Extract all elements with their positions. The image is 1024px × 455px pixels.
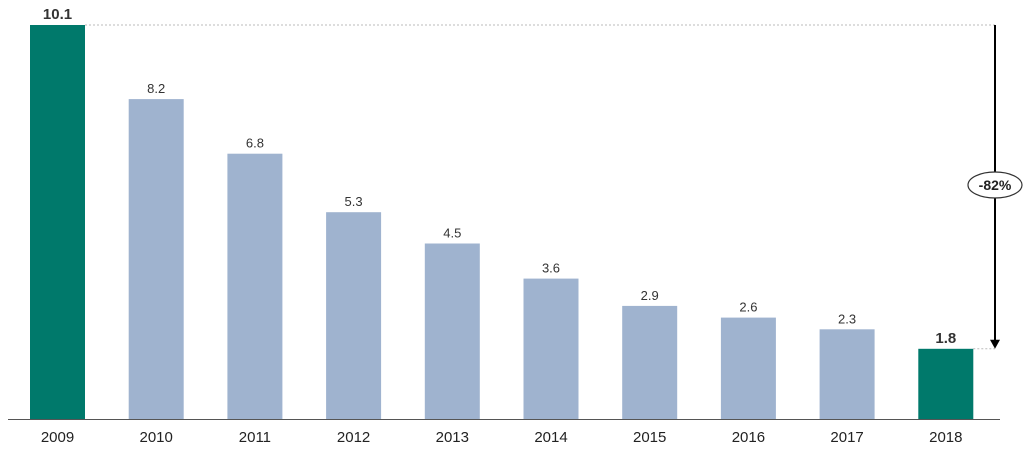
value-label-2010: 8.2 [147,81,165,96]
x-tick-2010: 2010 [140,429,173,446]
bar-2013 [424,243,480,419]
value-label-2013: 4.5 [443,226,461,241]
x-tick-2013: 2013 [436,429,469,446]
bar-2015 [622,305,678,419]
value-label-2011: 6.8 [246,136,264,151]
value-label-2014: 3.6 [542,261,560,276]
value-label-2017: 2.3 [838,311,856,326]
x-tick-2012: 2012 [337,429,370,446]
value-label-2012: 5.3 [345,194,363,209]
value-label-2016: 2.6 [739,300,757,315]
bar-2014 [523,278,579,419]
bar-2009 [30,25,85,419]
x-tick-2018: 2018 [929,429,962,446]
x-tick-2017: 2017 [830,429,863,446]
x-tick-2016: 2016 [732,429,765,446]
x-tick-2014: 2014 [534,429,567,446]
change-label: -82% [979,177,1012,193]
bar-2017 [819,329,875,419]
x-tick-2011: 2011 [239,429,271,446]
bar-2011 [227,153,283,419]
bars [30,25,974,419]
bar-2018 [918,348,974,419]
value-label-2018: 1.8 [935,330,956,347]
bar-2010 [128,99,184,419]
change-badge [967,171,1023,199]
bar-2012 [326,212,382,419]
x-axis-tick-labels: 2009 2010 2011 2012 2013 2014 2015 2016 2017 2018 [41,429,963,446]
change-annotation: -82% [967,25,1023,349]
x-tick-2009: 2009 [41,429,74,446]
change-arrow-head [990,339,1000,349]
value-label-2015: 2.9 [641,288,659,303]
x-tick-2015: 2015 [633,429,666,446]
value-labels: 10.1 8.2 6.8 5.3 4.5 3.6 2.9 2.6 2.3 1.8 [43,6,956,347]
value-label-2009: 10.1 [43,6,72,23]
bar-2016 [720,317,776,419]
